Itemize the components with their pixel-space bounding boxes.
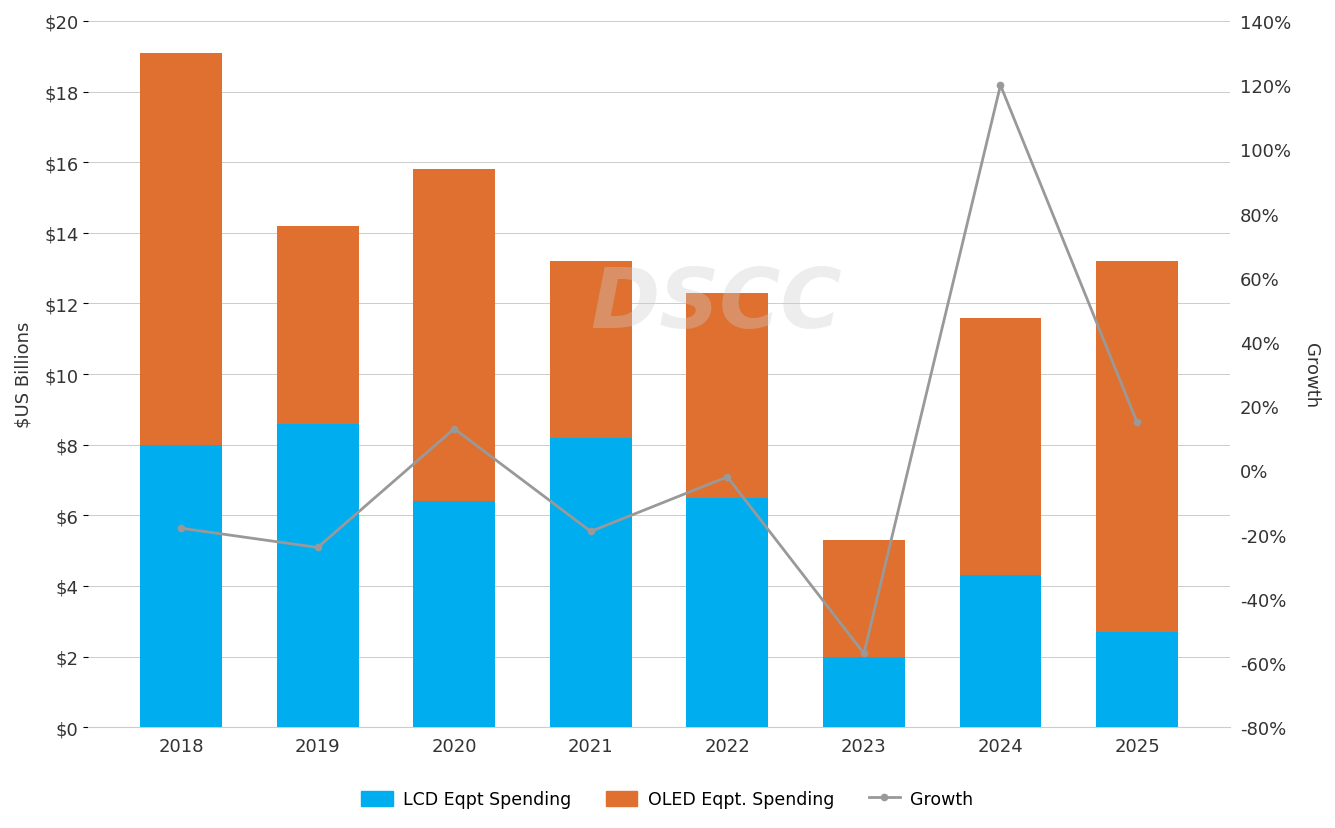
Line: Growth: Growth bbox=[178, 83, 1140, 657]
Bar bbox=[686, 498, 769, 727]
Legend: LCD Eqpt Spending, OLED Eqpt. Spending, Growth: LCD Eqpt Spending, OLED Eqpt. Spending, … bbox=[355, 783, 980, 816]
Growth bbox=[310, 543, 326, 553]
Bar bbox=[960, 318, 1041, 575]
Bar bbox=[140, 445, 222, 727]
Bar bbox=[414, 502, 495, 727]
Bar bbox=[686, 294, 769, 498]
Growth bbox=[992, 81, 1008, 91]
Growth bbox=[446, 424, 462, 434]
Bar bbox=[414, 170, 495, 502]
Growth bbox=[1129, 418, 1145, 428]
Bar bbox=[960, 575, 1041, 727]
Growth bbox=[174, 523, 190, 533]
Bar bbox=[140, 54, 222, 445]
Bar bbox=[276, 227, 359, 424]
Bar bbox=[1096, 262, 1177, 632]
Growth bbox=[583, 527, 599, 537]
Growth bbox=[856, 648, 872, 658]
Bar bbox=[550, 262, 631, 438]
Bar bbox=[1096, 632, 1177, 727]
Bar bbox=[276, 424, 359, 727]
Bar bbox=[822, 657, 905, 727]
Y-axis label: Growth: Growth bbox=[1302, 342, 1320, 407]
Text: DSCC: DSCC bbox=[590, 263, 842, 344]
Bar bbox=[550, 438, 631, 727]
Bar bbox=[822, 541, 905, 657]
Y-axis label: $US Billions: $US Billions bbox=[15, 321, 33, 428]
Growth bbox=[720, 472, 736, 482]
